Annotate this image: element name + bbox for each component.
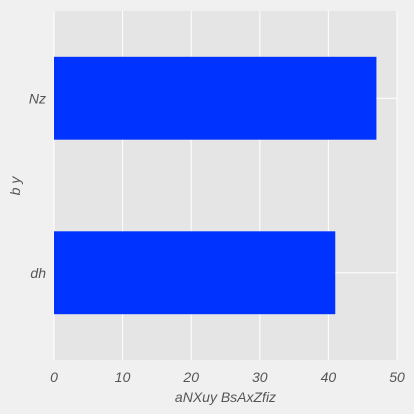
bar-Nz	[54, 56, 377, 140]
bars	[54, 56, 377, 315]
y-axis-label: b y	[7, 176, 23, 196]
x-tick-label: 10	[115, 369, 131, 385]
y-tick-labels: dh Nz	[29, 90, 46, 281]
x-tick-label: 30	[252, 369, 268, 385]
x-tick-label: 40	[321, 369, 337, 385]
x-tick-label: 50	[389, 369, 405, 385]
x-tick-labels: 0 10 20 30 40 50	[50, 369, 405, 385]
x-tick-label: 0	[50, 369, 58, 385]
x-tick-label: 20	[182, 369, 199, 385]
bar-dh	[54, 231, 336, 315]
x-axis-label: aNXuy BsAxZfiz	[175, 389, 276, 405]
y-tick-label: dh	[30, 265, 46, 281]
y-tick-label: Nz	[29, 90, 46, 106]
